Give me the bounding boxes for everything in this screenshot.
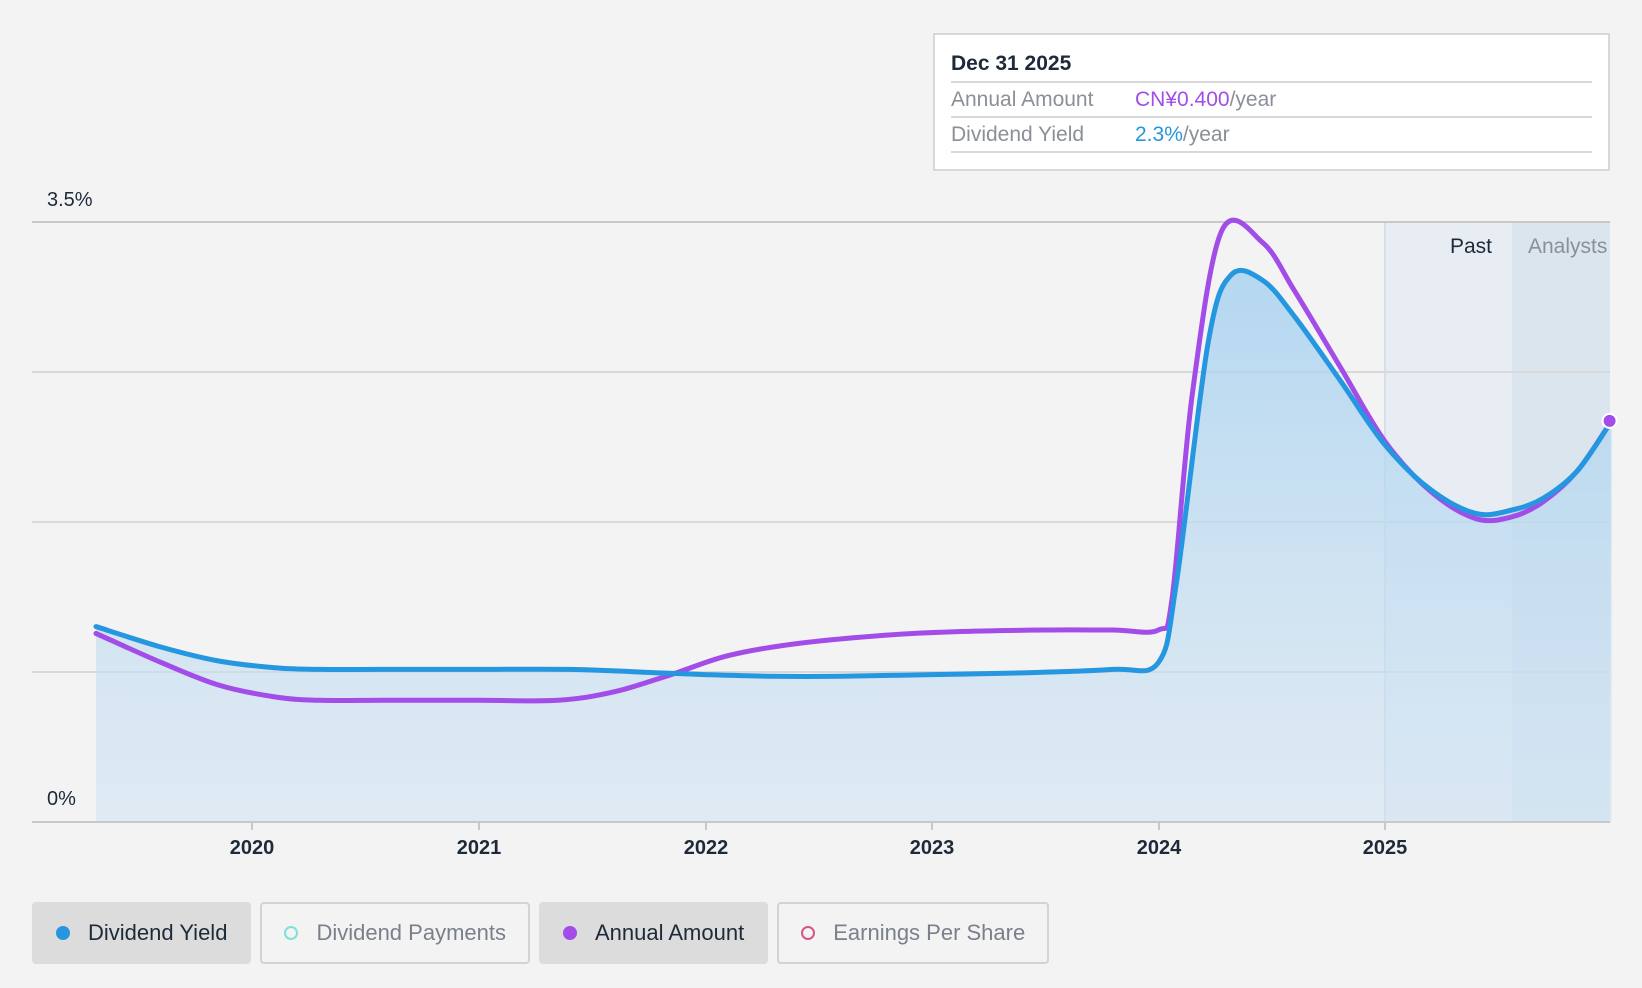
legend-label: Dividend Payments bbox=[316, 920, 506, 945]
annual-amount-dot-icon bbox=[562, 926, 577, 940]
legend-label: Earnings Per Share bbox=[833, 920, 1026, 945]
legend-annual-amount[interactable]: Annual Amount bbox=[538, 902, 769, 964]
tooltip-unit: /year bbox=[1229, 88, 1277, 111]
tooltip-label: Dividend Yield bbox=[951, 123, 1085, 146]
legend-label: Annual Amount bbox=[594, 920, 745, 945]
tooltip-date: Dec 31 2025 bbox=[951, 49, 1592, 83]
x-tick-label: 2020 bbox=[230, 837, 275, 859]
x-tick-label: 2024 bbox=[1137, 837, 1182, 859]
x-tick-label: 2021 bbox=[457, 837, 502, 859]
analysts-band-label: Analysts bbox=[1528, 235, 1607, 258]
legend-label: Dividend Yield bbox=[88, 920, 228, 945]
annual-amount-endpoint bbox=[1601, 412, 1618, 429]
dividend-yield-area bbox=[96, 270, 1612, 822]
legend: Dividend Yield Dividend Payments Annual … bbox=[32, 902, 1050, 964]
legend-dividend-yield[interactable]: Dividend Yield bbox=[32, 902, 252, 964]
y-axis-min-label: 0% bbox=[47, 788, 76, 810]
dividend-payments-ring-icon bbox=[284, 926, 299, 940]
tooltip-unit: /year bbox=[1182, 123, 1230, 146]
x-tick-label: 2025 bbox=[1363, 837, 1408, 859]
tooltip-value: 2.3% bbox=[1135, 123, 1183, 146]
earnings-per-share-ring-icon bbox=[801, 926, 816, 940]
x-tick-label: 2023 bbox=[910, 837, 955, 859]
x-tick-label: 2022 bbox=[684, 837, 729, 859]
tooltip: Dec 31 2025 Annual Amount CN¥0.400 /year… bbox=[933, 33, 1610, 171]
past-band-label: Past bbox=[1450, 235, 1492, 258]
tooltip-value: CN¥0.400 bbox=[1135, 88, 1230, 111]
tooltip-row-annual-amount: Annual Amount CN¥0.400 /year bbox=[951, 83, 1592, 118]
dividend-yield-line bbox=[93, 267, 1615, 679]
dividend-yield-dot-icon bbox=[56, 926, 70, 940]
tooltip-row-dividend-yield: Dividend Yield 2.3% /year bbox=[951, 118, 1592, 153]
tooltip-label: Annual Amount bbox=[951, 88, 1094, 111]
legend-dividend-payments[interactable]: Dividend Payments bbox=[260, 902, 530, 964]
legend-earnings-per-share[interactable]: Earnings Per Share bbox=[777, 902, 1050, 964]
y-axis-max-label: 3.5% bbox=[47, 189, 93, 211]
